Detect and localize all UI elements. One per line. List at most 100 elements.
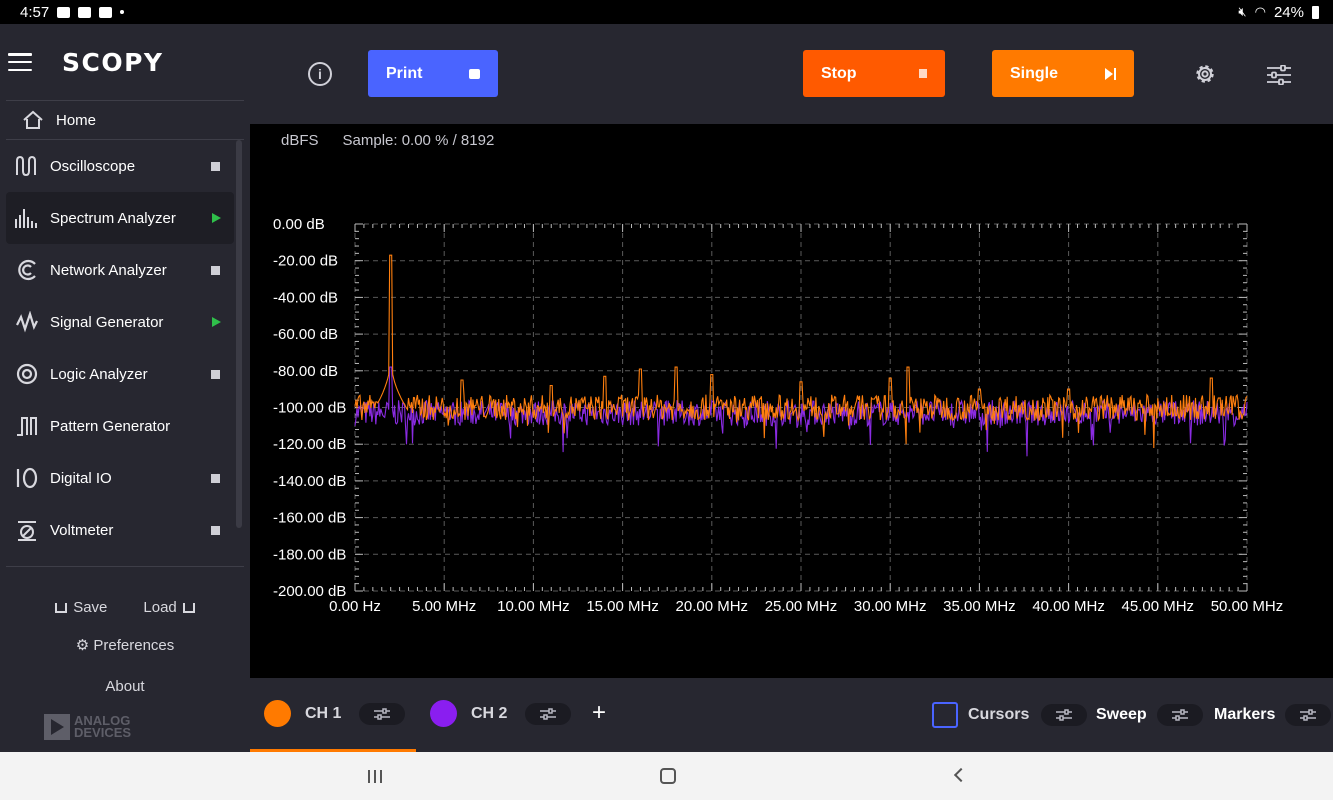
network-analyzer-icon [14, 258, 40, 282]
spectrum-trace [354, 254, 1248, 449]
load-label: Load [143, 599, 177, 616]
divider [6, 139, 244, 140]
cursors-checkbox[interactable] [932, 702, 958, 728]
about-label: About [105, 678, 145, 695]
app-logo: SCOPY [62, 47, 164, 77]
y-tick-label: -140.00 dB [273, 473, 346, 490]
markers-settings-button[interactable] [1285, 704, 1332, 726]
stop-button[interactable]: Stop [803, 50, 945, 97]
y-tick-label: 0.00 dB [273, 216, 325, 233]
signal-generator-icon [14, 310, 40, 334]
stopped-indicator-icon[interactable] [211, 265, 220, 275]
load-icon [182, 602, 195, 613]
sidebar-item-label: Pattern Generator [50, 417, 171, 435]
sidebar-scrollbar[interactable] [236, 140, 242, 528]
single-button[interactable]: Single [992, 50, 1134, 97]
system-status-bar: 4:57 🔇︎ ◠ 24% [0, 0, 1333, 24]
sidebar-item-pattern-generator[interactable]: Pattern Generator [6, 400, 234, 452]
battery-icon [1312, 5, 1319, 19]
sidebar-item-logic-analyzer[interactable]: Logic Analyzer [6, 348, 234, 400]
menu-icon[interactable] [8, 53, 32, 71]
recent-apps-icon[interactable] [368, 770, 382, 783]
running-indicator-icon[interactable] [212, 213, 221, 223]
settings-gear-icon[interactable] [1193, 62, 1217, 86]
channel-1-settings-button[interactable] [359, 702, 406, 725]
plot-header: dBFS Sample: 0.00 % / 8192 [281, 132, 494, 149]
y-tick-label: -180.00 dB [273, 546, 346, 563]
about-button[interactable]: About [0, 678, 250, 695]
sweep-control[interactable]: Sweep [1096, 704, 1203, 726]
stop-label: Stop [821, 64, 857, 82]
sidebar: SCOPY Home Oscilloscope Spe [0, 24, 250, 752]
pattern-generator-icon [14, 414, 40, 438]
back-icon[interactable] [953, 767, 969, 783]
load-button[interactable]: Load [143, 599, 195, 616]
general-settings-icon[interactable] [1267, 65, 1291, 85]
analog-devices-logo-icon [44, 714, 70, 740]
y-tick-label: -160.00 dB [273, 510, 346, 527]
x-tick-label: 35.00 MHz [943, 598, 1016, 615]
y-tick-label: -60.00 dB [273, 326, 338, 343]
y-tick-label: -100.00 dB [273, 400, 346, 417]
sidebar-item-label: Home [56, 111, 97, 129]
gallery-notification-icon [57, 6, 71, 18]
stopped-indicator-icon[interactable] [211, 161, 220, 171]
cast-notification-icon [99, 6, 113, 18]
x-tick-label: 5.00 MHz [412, 598, 476, 615]
cursors-settings-button[interactable] [1041, 704, 1088, 726]
sidebar-item-spectrum-analyzer[interactable]: Spectrum Analyzer [6, 192, 234, 244]
x-tick-label: 30.00 MHz [854, 598, 927, 615]
channel-1[interactable]: CH 1 [264, 700, 406, 727]
clock: 4:57 [20, 3, 50, 21]
sweep-label: Sweep [1096, 706, 1147, 723]
sidebar-item-voltmeter[interactable]: Voltmeter [6, 504, 234, 556]
markers-control[interactable]: Markers [1214, 704, 1332, 726]
stopped-indicator-icon[interactable] [211, 473, 220, 483]
print-label: Print [386, 64, 423, 82]
sidebar-item-label: Voltmeter [50, 521, 114, 539]
info-icon[interactable]: i [308, 62, 332, 86]
x-tick-label: 15.00 MHz [586, 598, 659, 615]
x-tick-label: 0.00 Hz [329, 598, 381, 615]
logic-analyzer-icon [14, 362, 40, 386]
weather-notification-icon [78, 6, 92, 18]
add-channel-button[interactable]: + [592, 699, 607, 726]
channel-2-color-dot [430, 700, 457, 727]
sweep-settings-button[interactable] [1156, 704, 1203, 726]
session-actions: Save Load [0, 599, 250, 616]
save-button[interactable]: Save [55, 599, 107, 616]
sidebar-item-network-analyzer[interactable]: Network Analyzer [6, 244, 234, 296]
unit-label: dBFS [281, 132, 319, 149]
sidebar-item-oscilloscope[interactable]: Oscilloscope [6, 140, 234, 192]
home-button-icon[interactable] [660, 768, 676, 784]
sidebar-item-signal-generator[interactable]: Signal Generator [6, 296, 234, 348]
channel-1-color-dot [264, 700, 291, 727]
x-tick-label: 40.00 MHz [1032, 598, 1105, 615]
step-forward-icon [1105, 67, 1116, 80]
wifi-icon: ◠ [1254, 4, 1266, 19]
digital-io-icon [14, 466, 40, 490]
running-indicator-icon[interactable] [212, 317, 221, 327]
sliders-icon [374, 707, 391, 720]
x-tick-label: 10.00 MHz [497, 598, 570, 615]
single-label: Single [1010, 64, 1059, 82]
stopped-indicator-icon[interactable] [211, 525, 220, 535]
preferences-button[interactable]: ⚙ Preferences [0, 636, 250, 654]
print-button[interactable]: Print [368, 50, 498, 97]
y-tick-label: -40.00 dB [273, 289, 338, 306]
voltmeter-icon [14, 518, 40, 542]
channel-2[interactable]: CH 2 [430, 700, 572, 727]
spectrum-analyzer-icon [14, 206, 40, 230]
channel-2-label: CH 2 [471, 704, 508, 722]
spectrum-plot-area[interactable]: dBFS Sample: 0.00 % / 8192 0.00 dB -20.00… [250, 124, 1333, 678]
channel-2-settings-button[interactable] [525, 702, 572, 725]
spectrum-chart[interactable]: 0.00 dB -20.00 dB -40.00 dB -60.00 dB -80.00… [250, 124, 1333, 678]
sidebar-item-digital-io[interactable]: Digital IO [6, 452, 234, 504]
more-notifications-icon [120, 10, 125, 14]
stopped-indicator-icon[interactable] [211, 369, 220, 379]
sidebar-item-label: Logic Analyzer [50, 365, 148, 383]
sidebar-item-home[interactable]: Home [0, 101, 250, 139]
spectrum-trace [354, 366, 1248, 457]
cursors-control[interactable]: Cursors [932, 702, 1088, 728]
divider [6, 566, 244, 567]
